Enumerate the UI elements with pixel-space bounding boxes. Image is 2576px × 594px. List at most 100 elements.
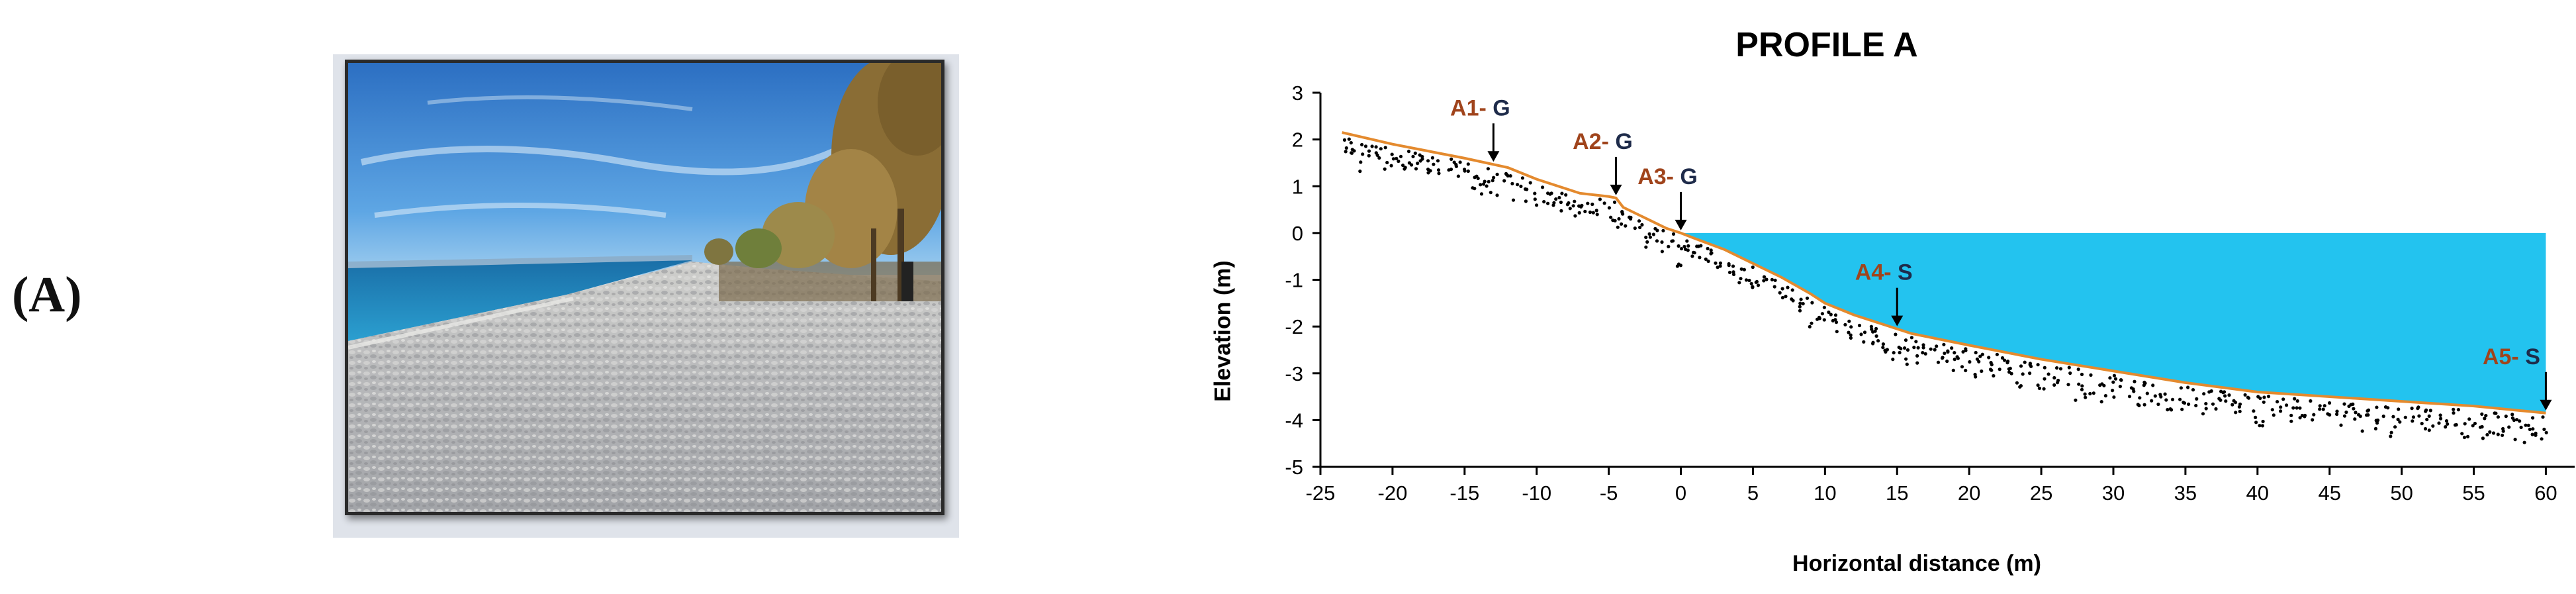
sediment-dot [2411,419,2415,423]
sediment-dot [1883,348,1887,352]
sediment-dot [2233,401,2238,405]
sediment-dot [1685,239,1689,243]
sediment-dot [1964,368,1968,373]
sediment-dot [1495,193,1499,197]
sediment-dot [1411,154,1415,158]
sediment-dot [2074,398,2078,402]
annotation-arrow-head [1675,219,1687,230]
sediment-dot [1609,215,1613,219]
sediment-dot [2028,371,2032,375]
sediment-dot [2417,414,2421,418]
sediment-dot [1706,259,1710,264]
sediment-dot [1612,200,1617,204]
annotation-type: G [1615,129,1632,154]
sediment-dot [1762,275,1767,279]
sediment-dot [1961,350,1965,354]
sediment-dot [2403,415,2407,419]
sediment-dot [1367,154,1371,158]
sediment-dot [2037,386,2041,391]
y-tick-label: -2 [1285,315,1303,338]
sediment-dot [2127,395,2132,399]
sediment-dot [2132,389,2136,393]
sediment-dot [1704,257,1708,261]
sediment-dot [1859,332,1863,336]
sediment-dot [1602,201,1606,205]
sediment-dot [1933,348,1937,352]
sediment-dot [2373,426,2377,431]
sediment-dot [2052,375,2056,380]
sediment-dot [1629,217,1633,221]
sediment-dot [1508,174,1512,178]
sediment-dot [2542,427,2546,432]
sediment-dot [1995,352,1999,356]
sediment-dot [2398,420,2402,424]
sediment-dot [1552,201,1556,205]
sediment-dot [2471,424,2475,428]
sediment-dot [1344,150,1348,154]
sediment-dot [2003,358,2007,362]
sediment-dot [2483,417,2487,421]
sediment-dot [1554,197,1558,201]
sediment-dot [1580,203,1584,207]
sediment-dot [2524,423,2528,427]
sediment-dot [1790,288,1794,292]
sediment-dot [2270,408,2274,412]
annotation-label: A4- S [1855,260,1913,285]
sediment-dot [1904,357,1908,361]
sediment-dot [1456,174,1460,178]
sediment-dot [1660,250,1664,254]
sediment-dot [1780,295,1784,300]
sediment-dot [2103,394,2107,398]
sediment-dot [1709,252,1713,256]
sediment-dot [2102,383,2106,387]
sediment-dot [2393,425,2397,429]
sediment-dot [1945,359,1949,364]
sediment-dot [2036,383,2040,387]
sediment-dot [2541,415,2545,419]
sediment-dot [1756,283,1761,287]
sediment-dot [2258,396,2262,401]
sediment-dot [1437,172,1441,175]
sediment-dot [2254,415,2258,420]
sediment-dot [2431,424,2435,428]
sediment-dot [2080,387,2084,391]
sediment-dot [1542,200,1546,204]
sediment-dot [1533,197,1537,201]
sediment-dot [1739,277,1743,281]
sediment-dot [1568,207,1572,211]
sediment-dot [1847,330,1851,334]
sediment-dot [2119,378,2123,382]
sediment-dot [1481,182,1486,186]
sediment-dot [1990,363,1994,367]
sediment-dot [1510,181,1514,185]
sediment-dot [1798,309,1802,313]
sediment-dot [1980,369,1984,373]
sediment-dot [1876,338,1880,343]
sediment-dot [2204,407,2208,411]
sediment-dot [1874,334,1878,338]
y-tick-label: 0 [1292,222,1303,245]
sediment-dot [2289,413,2293,418]
sediment-dot [1389,164,1393,168]
sediment-dot [2113,377,2118,381]
sediment-dot [1833,313,1838,317]
sediment-dot [1950,346,1954,350]
sediment-dot [1573,199,1577,203]
annotation-arrow-head [1610,184,1622,195]
sediment-dot [2058,367,2063,371]
sediment-dot [1871,342,1875,346]
sediment-dot [1598,197,1602,201]
sediment-dot [1385,160,1389,165]
sediment-dot [2335,412,2339,417]
sediment-dot [2488,430,2492,434]
sediment-dot [2052,383,2056,387]
sediment-dot [1849,325,1853,329]
sediment-dot [1533,191,1537,195]
sediment-dot [2396,417,2400,422]
sediment-dot [2496,415,2500,419]
sediment-dot [2170,397,2175,401]
sediment-dot [2519,425,2523,430]
sediment-dot [2465,434,2470,439]
sediment-dot [2480,412,2484,417]
sediment-dot [1395,156,1399,160]
